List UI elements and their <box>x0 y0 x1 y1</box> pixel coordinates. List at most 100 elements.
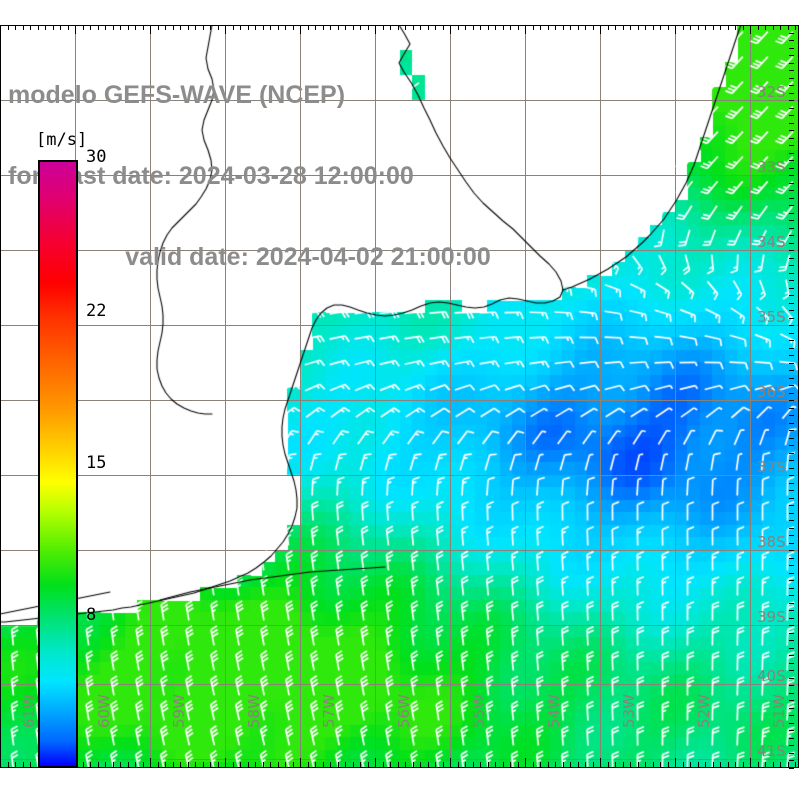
tick-mark <box>465 762 466 767</box>
tick-mark <box>555 25 556 30</box>
tick-mark <box>480 762 481 767</box>
tick-mark <box>789 685 794 686</box>
tick-mark <box>789 123 794 124</box>
tick-mark <box>113 762 114 767</box>
tick-mark <box>789 213 794 214</box>
colorbar-tick-label: 15 <box>86 453 107 473</box>
tick-mark <box>789 295 794 296</box>
tick-mark <box>30 25 31 30</box>
tick-mark <box>683 762 684 767</box>
tick-mark <box>789 595 794 596</box>
tick-mark <box>660 762 661 767</box>
tick-mark <box>428 25 429 30</box>
tick-mark <box>345 762 346 767</box>
tick-mark <box>789 168 794 169</box>
tick-mark <box>570 25 571 30</box>
tick-mark <box>495 25 496 30</box>
tick-mark <box>165 762 166 767</box>
tick-mark <box>789 528 794 529</box>
tick-mark <box>789 243 794 244</box>
tick-mark <box>608 762 609 767</box>
tick-mark <box>105 762 106 767</box>
tick-mark <box>270 25 271 30</box>
tick-mark <box>789 693 794 694</box>
tick-mark <box>233 25 234 30</box>
tick-mark <box>789 48 794 49</box>
colorbar-unit-label: [m/s] <box>36 130 88 150</box>
tick-mark <box>23 25 24 30</box>
longitude-label: 59W <box>170 694 188 728</box>
tick-mark <box>563 762 564 767</box>
tick-mark <box>473 25 474 30</box>
tick-mark <box>548 762 549 767</box>
tick-mark <box>173 25 174 30</box>
tick-mark <box>630 762 631 767</box>
tick-mark <box>750 758 751 767</box>
tick-mark <box>789 160 794 161</box>
tick-mark <box>789 370 794 371</box>
tick-mark <box>83 762 84 767</box>
tick-mark <box>375 758 376 767</box>
tick-mark <box>789 303 794 304</box>
tick-mark <box>293 762 294 767</box>
tick-mark <box>173 762 174 767</box>
tick-mark <box>293 25 294 30</box>
tick-mark <box>789 198 794 199</box>
tick-mark <box>218 762 219 767</box>
tick-mark <box>789 760 794 761</box>
tick-mark <box>203 762 204 767</box>
tick-mark <box>789 280 794 281</box>
latitude-label: 32S <box>757 83 786 101</box>
longitude-label: 53W <box>620 694 638 728</box>
tick-mark <box>789 490 794 491</box>
tick-mark <box>8 25 9 30</box>
tick-mark <box>443 25 444 30</box>
tick-mark <box>308 762 309 767</box>
latitude-label: 41S <box>757 742 786 760</box>
tick-mark <box>789 460 794 461</box>
tick-mark <box>255 25 256 30</box>
latitude-label: 35S <box>757 308 786 326</box>
tick-mark <box>120 762 121 767</box>
tick-mark <box>390 762 391 767</box>
tick-mark <box>323 25 324 30</box>
tick-mark <box>555 762 556 767</box>
tick-mark <box>789 63 794 64</box>
tick-mark <box>285 25 286 30</box>
tick-mark <box>428 762 429 767</box>
tick-mark <box>789 558 794 559</box>
tick-mark <box>435 25 436 30</box>
tick-mark <box>45 25 46 30</box>
tick-mark <box>653 762 654 767</box>
tick-mark <box>495 762 496 767</box>
tick-mark <box>789 723 794 724</box>
tick-mark <box>435 762 436 767</box>
tick-mark <box>789 588 794 589</box>
tick-mark <box>315 25 316 30</box>
tick-mark <box>789 768 794 769</box>
latitude-label: 37S <box>757 458 786 476</box>
tick-mark <box>789 483 794 484</box>
tick-mark <box>450 758 451 767</box>
tick-mark <box>128 25 129 30</box>
tick-mark <box>789 273 794 274</box>
tick-mark <box>789 318 794 319</box>
tick-mark <box>225 25 226 34</box>
tick-mark <box>789 25 794 26</box>
tick-mark <box>0 25 1 34</box>
tick-mark <box>143 25 144 30</box>
tick-mark <box>248 25 249 30</box>
tick-mark <box>15 762 16 767</box>
tick-mark <box>338 762 339 767</box>
tick-mark <box>795 25 796 30</box>
right-tick-marks <box>789 25 798 769</box>
tick-mark <box>600 25 601 34</box>
tick-mark <box>789 730 794 731</box>
tick-mark <box>390 25 391 30</box>
latitude-label: 39S <box>757 608 786 626</box>
tick-mark <box>789 745 794 746</box>
tick-mark <box>360 762 361 767</box>
tick-mark <box>789 550 794 551</box>
colorbar-tick-label: 30 <box>86 147 107 167</box>
tick-mark <box>203 25 204 30</box>
